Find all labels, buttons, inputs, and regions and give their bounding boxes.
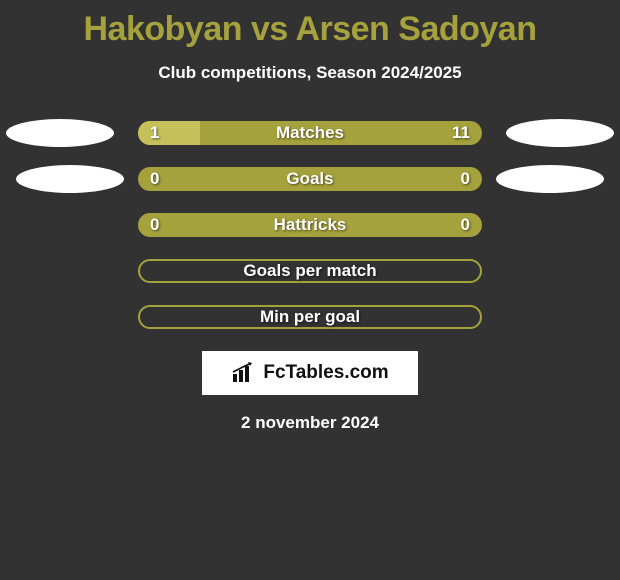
stat-bar-outline: Goals per match bbox=[138, 259, 482, 283]
bar-right-fill bbox=[138, 167, 482, 191]
logo-text: FcTables.com bbox=[263, 362, 388, 384]
stat-label: Goals per match bbox=[140, 261, 480, 281]
stat-bar: 1 Matches 11 bbox=[138, 121, 482, 145]
stat-row-mpg: Min per goal bbox=[0, 305, 620, 329]
page-title: Hakobyan vs Arsen Sadoyan bbox=[0, 0, 620, 49]
bar-right-fill bbox=[138, 213, 482, 237]
bar-left-fill bbox=[138, 121, 200, 145]
logo-box: FcTables.com bbox=[202, 351, 418, 395]
player-right-marker bbox=[506, 119, 614, 147]
chart-icon bbox=[231, 362, 257, 384]
stat-bar: 0 Hattricks 0 bbox=[138, 213, 482, 237]
player-right-marker bbox=[496, 165, 604, 193]
stat-row-goals: 0 Goals 0 bbox=[0, 167, 620, 191]
date-line: 2 november 2024 bbox=[0, 413, 620, 433]
stat-bar-outline: Min per goal bbox=[138, 305, 482, 329]
player-left-marker bbox=[16, 165, 124, 193]
stat-bar: 0 Goals 0 bbox=[138, 167, 482, 191]
stat-row-matches: 1 Matches 11 bbox=[0, 121, 620, 145]
stat-row-gpm: Goals per match bbox=[0, 259, 620, 283]
player-left-marker bbox=[6, 119, 114, 147]
stat-label: Min per goal bbox=[140, 307, 480, 327]
subtitle: Club competitions, Season 2024/2025 bbox=[0, 63, 620, 83]
stat-row-hattricks: 0 Hattricks 0 bbox=[0, 213, 620, 237]
stat-rows: 1 Matches 11 0 Goals 0 0 Hattricks 0 Goa… bbox=[0, 121, 620, 329]
